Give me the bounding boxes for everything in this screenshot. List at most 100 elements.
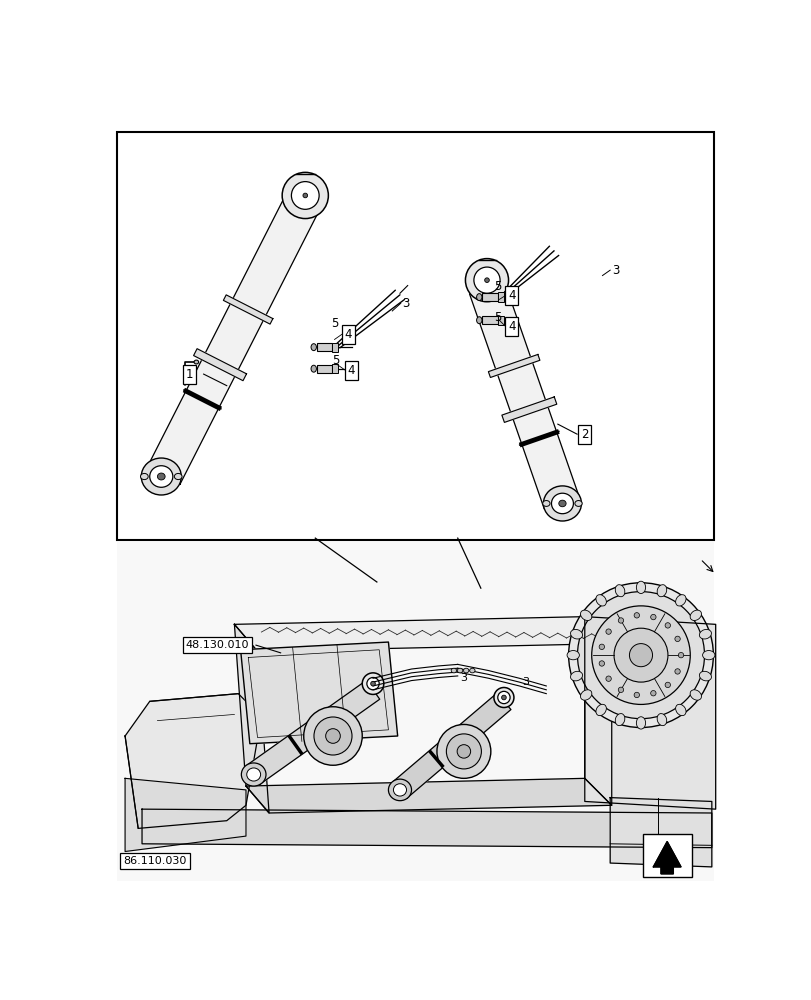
Ellipse shape (636, 581, 645, 594)
Polygon shape (246, 778, 611, 813)
Ellipse shape (303, 193, 307, 198)
Ellipse shape (650, 614, 655, 620)
Ellipse shape (543, 486, 581, 521)
Ellipse shape (484, 278, 489, 282)
Polygon shape (290, 198, 311, 216)
Ellipse shape (194, 360, 199, 364)
Ellipse shape (463, 668, 468, 673)
Ellipse shape (241, 763, 266, 786)
Ellipse shape (457, 668, 462, 673)
Ellipse shape (698, 629, 710, 639)
Ellipse shape (617, 687, 623, 693)
Bar (316, 365, 332, 373)
Text: 4: 4 (344, 328, 352, 341)
Ellipse shape (388, 779, 411, 801)
Polygon shape (142, 809, 711, 848)
Polygon shape (469, 282, 578, 509)
Ellipse shape (675, 595, 685, 606)
Text: 3: 3 (521, 677, 528, 687)
Bar (642, 834, 691, 877)
Ellipse shape (551, 493, 573, 514)
Ellipse shape (689, 610, 701, 621)
Ellipse shape (474, 267, 500, 293)
Ellipse shape (702, 651, 714, 660)
Ellipse shape (615, 714, 624, 726)
Ellipse shape (566, 651, 579, 660)
Ellipse shape (303, 707, 362, 765)
Bar (482, 316, 497, 324)
Ellipse shape (617, 618, 623, 623)
Polygon shape (609, 798, 711, 867)
Ellipse shape (465, 259, 508, 302)
Polygon shape (193, 349, 247, 381)
Ellipse shape (282, 172, 328, 219)
Text: 4: 4 (507, 289, 515, 302)
Ellipse shape (577, 592, 704, 719)
Ellipse shape (675, 704, 685, 716)
Polygon shape (240, 642, 397, 744)
Text: 5: 5 (332, 354, 339, 367)
Ellipse shape (633, 692, 639, 698)
Ellipse shape (291, 182, 319, 209)
Ellipse shape (436, 724, 490, 778)
Ellipse shape (446, 734, 481, 769)
Ellipse shape (501, 695, 505, 700)
Ellipse shape (580, 610, 591, 621)
Ellipse shape (674, 636, 680, 642)
Text: 5: 5 (493, 311, 501, 324)
Polygon shape (653, 841, 680, 874)
Ellipse shape (595, 595, 606, 606)
Ellipse shape (568, 583, 713, 728)
Ellipse shape (174, 473, 182, 480)
Polygon shape (147, 195, 318, 484)
Text: 3: 3 (401, 297, 409, 310)
Ellipse shape (451, 668, 456, 673)
Polygon shape (125, 778, 246, 852)
Text: 5: 5 (330, 317, 338, 330)
Polygon shape (584, 617, 611, 805)
Ellipse shape (570, 629, 581, 639)
Ellipse shape (476, 317, 482, 324)
Ellipse shape (393, 784, 406, 796)
Bar (118, 542, 713, 881)
Ellipse shape (469, 668, 474, 673)
Bar (497, 316, 504, 325)
Ellipse shape (689, 690, 701, 700)
Ellipse shape (574, 501, 581, 506)
Ellipse shape (367, 677, 379, 690)
Polygon shape (234, 624, 268, 813)
Ellipse shape (362, 673, 384, 694)
Ellipse shape (664, 623, 670, 628)
Bar (482, 293, 497, 301)
Polygon shape (487, 354, 539, 377)
Ellipse shape (615, 585, 624, 597)
Ellipse shape (650, 691, 655, 696)
Text: 2: 2 (581, 428, 588, 441)
Ellipse shape (636, 717, 645, 729)
Ellipse shape (605, 676, 611, 681)
Ellipse shape (599, 644, 603, 650)
Polygon shape (501, 397, 556, 422)
Bar (316, 343, 332, 351)
Ellipse shape (629, 644, 652, 667)
Ellipse shape (595, 704, 606, 716)
Ellipse shape (664, 682, 670, 688)
Ellipse shape (311, 365, 316, 372)
Ellipse shape (580, 690, 591, 700)
Ellipse shape (605, 629, 611, 634)
Ellipse shape (613, 628, 667, 682)
Bar (497, 292, 504, 302)
Ellipse shape (633, 613, 639, 618)
Text: 48.130.010: 48.130.010 (186, 640, 249, 650)
Bar (332, 343, 338, 352)
Ellipse shape (157, 473, 165, 480)
Text: 5: 5 (493, 280, 501, 293)
Text: 1: 1 (186, 368, 193, 381)
Ellipse shape (311, 344, 316, 351)
Ellipse shape (591, 606, 689, 704)
Polygon shape (477, 285, 501, 297)
Ellipse shape (656, 714, 666, 726)
Polygon shape (584, 617, 714, 809)
Ellipse shape (149, 466, 173, 487)
Ellipse shape (542, 501, 549, 506)
